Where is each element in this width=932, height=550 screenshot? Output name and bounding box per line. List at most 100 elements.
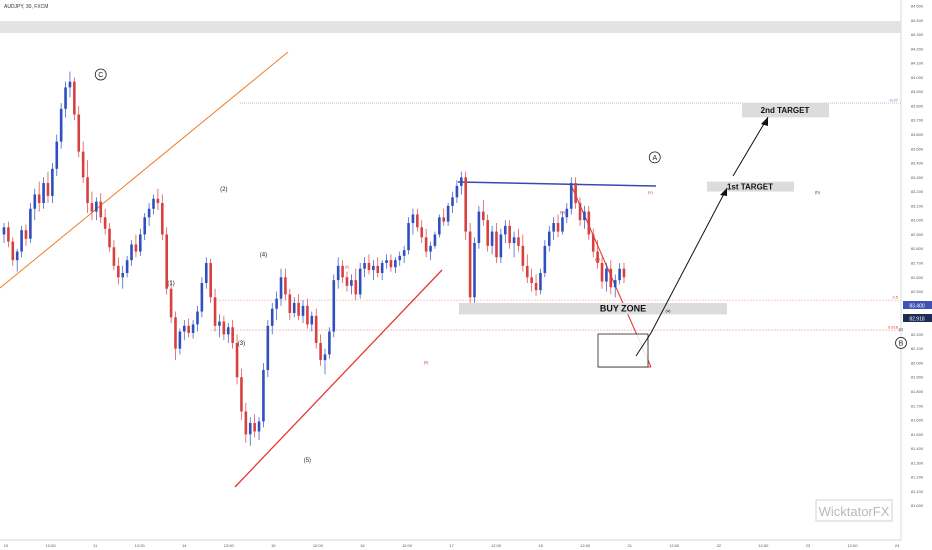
candle <box>152 194 155 215</box>
candle <box>591 228 595 258</box>
candle <box>284 268 287 301</box>
candle <box>539 268 542 295</box>
wave-text: (iii) <box>560 210 566 215</box>
watermark-box <box>815 499 893 522</box>
y-tick-label: 82.700 <box>911 261 924 266</box>
fib-label: -0.27 <box>889 98 899 103</box>
y-tick-label: 82.900 <box>911 232 924 237</box>
candle <box>134 234 138 258</box>
candle <box>380 260 384 281</box>
candle-body <box>222 321 226 335</box>
y-tick-label: 83.900 <box>911 89 924 94</box>
candle <box>473 237 476 303</box>
candle-body <box>262 370 265 422</box>
candle-body <box>231 327 234 343</box>
candle-body <box>569 183 573 209</box>
candle <box>574 177 577 209</box>
candle <box>569 177 573 215</box>
candle <box>42 177 45 209</box>
candle-body <box>204 263 208 283</box>
wave-text: B <box>899 341 904 348</box>
candle <box>279 268 283 306</box>
candle-body <box>429 245 432 252</box>
candle-body <box>468 231 472 298</box>
candle-body <box>323 354 327 361</box>
candle <box>178 328 182 355</box>
candle-body <box>143 217 147 235</box>
candle-body <box>446 205 450 222</box>
candle-body <box>539 272 542 291</box>
candle <box>332 274 336 338</box>
candle-body <box>358 268 362 295</box>
candle <box>319 334 322 366</box>
candle <box>350 274 353 295</box>
candle-body <box>605 268 608 282</box>
x-tick-label: 12:00 <box>135 543 146 548</box>
candle <box>438 214 441 238</box>
candle-body <box>130 244 133 261</box>
y-tick-label: 81.900 <box>911 375 924 380</box>
candle <box>385 254 388 269</box>
price-badge-bg-1 <box>903 301 932 309</box>
candle <box>398 251 402 266</box>
candle <box>525 254 529 283</box>
candle <box>292 297 296 318</box>
candle-body <box>95 201 98 212</box>
candle <box>156 188 160 211</box>
candle <box>24 224 28 246</box>
candle <box>411 208 415 235</box>
candle-body <box>420 227 424 238</box>
x-tick-label: 12:00 <box>847 543 858 548</box>
candle <box>257 417 261 441</box>
candle-body <box>15 251 19 261</box>
wave-text: (4) <box>260 252 267 258</box>
y-tick-label: 83.700 <box>911 118 924 123</box>
price-axis: 84.500 84.400 84.300 84.200 84.100 84.000 83.9… <box>911 4 924 509</box>
price-badge-2: 82.918 <box>909 317 925 323</box>
candle <box>147 203 151 226</box>
wave-label: (v) <box>648 190 653 195</box>
candle-body <box>477 211 481 244</box>
candle-body <box>512 237 516 244</box>
wave-circle <box>648 151 661 164</box>
red-support-trendline <box>234 269 443 488</box>
candle-body <box>530 277 533 283</box>
candle-body <box>600 263 604 282</box>
y-tick-label: 81.800 <box>911 389 924 394</box>
x-tick-label: 12:00 <box>313 543 324 548</box>
candle-body <box>240 377 243 412</box>
candle <box>46 171 50 204</box>
y-tick-label: 84.400 <box>911 18 924 23</box>
wave-text: (i) <box>345 264 349 269</box>
candle <box>64 81 67 118</box>
candle <box>68 71 72 98</box>
candle-body <box>248 422 252 435</box>
candle <box>266 320 270 378</box>
candle <box>583 205 586 229</box>
candle-body <box>543 245 547 273</box>
x-tick-label: 12:00 <box>402 543 413 548</box>
candle-body <box>552 223 555 232</box>
candle-body <box>288 294 292 313</box>
candle <box>29 203 32 244</box>
candle-body <box>306 305 309 325</box>
candle-body <box>33 194 37 209</box>
candle-body <box>178 331 182 349</box>
y-tick-label: 84.500 <box>911 4 924 9</box>
candle <box>420 220 424 244</box>
projection-arrows <box>635 116 769 357</box>
candle-body <box>275 298 278 309</box>
wave-label: (2) <box>220 187 227 193</box>
candle-body <box>455 185 459 198</box>
wave-label: (b) <box>815 190 821 195</box>
candle-body <box>125 260 129 273</box>
x-tick-label: 12:00 <box>224 543 235 548</box>
wave-label: (c) <box>899 327 904 332</box>
y-tick-label: 83.500 <box>911 146 924 151</box>
candle-body <box>556 223 560 232</box>
y-tick-label: 83.400 <box>911 161 924 166</box>
candle-body <box>460 177 463 186</box>
candle-body <box>438 217 441 235</box>
candle <box>191 320 195 339</box>
candle-body <box>200 282 204 312</box>
